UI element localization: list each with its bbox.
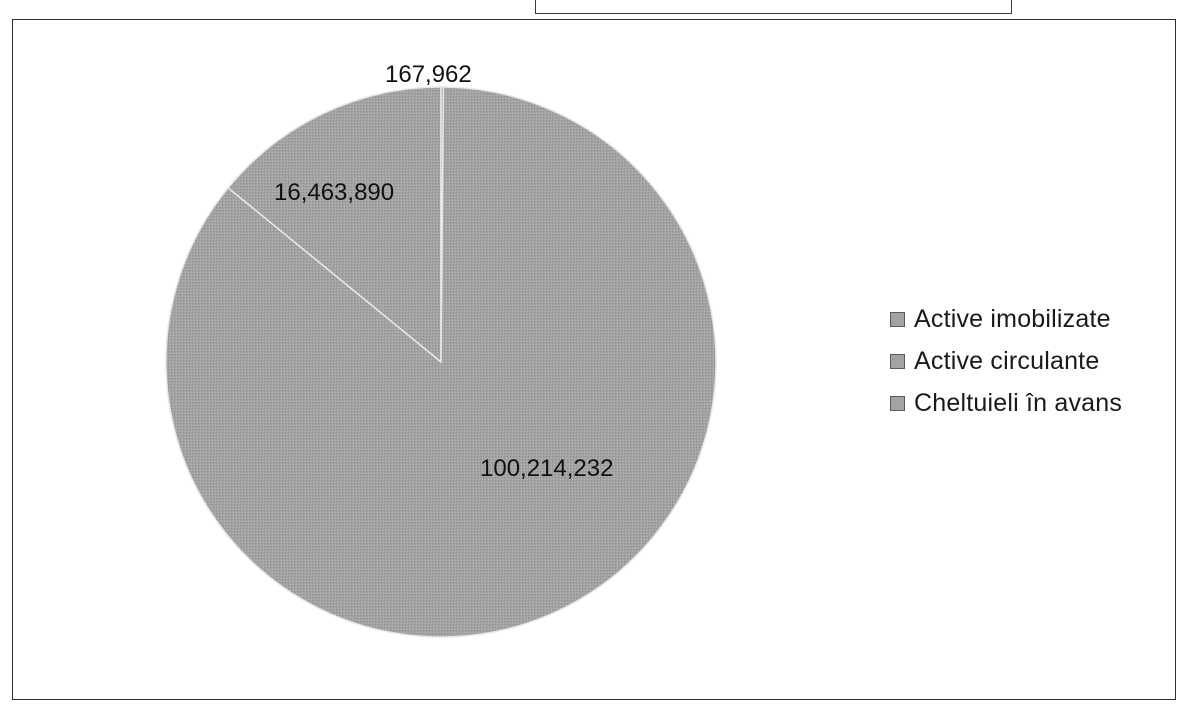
legend-label: Cheltuieli în avans <box>914 388 1123 417</box>
legend-item-active-imobilizate: Active imobilizate <box>890 298 1122 340</box>
legend-item-active-circulante: Active circulante <box>890 340 1122 382</box>
pie-slices <box>165 86 717 638</box>
legend-swatch <box>890 311 905 327</box>
legend-swatch <box>890 353 905 369</box>
pie-data-labels: 16,463,890 100,214,232 167,962 <box>274 61 613 482</box>
slice-active-imobilizate <box>227 86 442 364</box>
top-box <box>535 0 1012 14</box>
legend: Active imobilizate Active circulante Che… <box>890 298 1122 424</box>
data-label-active-circulante: 100,214,232 <box>480 455 613 482</box>
legend-label: Active imobilizate <box>914 304 1111 333</box>
legend-swatch <box>890 395 905 411</box>
data-label-cheltuieli-in-avans: 167,962 <box>385 61 472 88</box>
legend-item-cheltuieli-in-avans: Cheltuieli în avans <box>890 382 1122 424</box>
slice-active-circulante <box>165 86 717 638</box>
legend-label: Active circulante <box>914 346 1100 375</box>
data-label-active-imobilizate: 16,463,890 <box>274 179 394 206</box>
